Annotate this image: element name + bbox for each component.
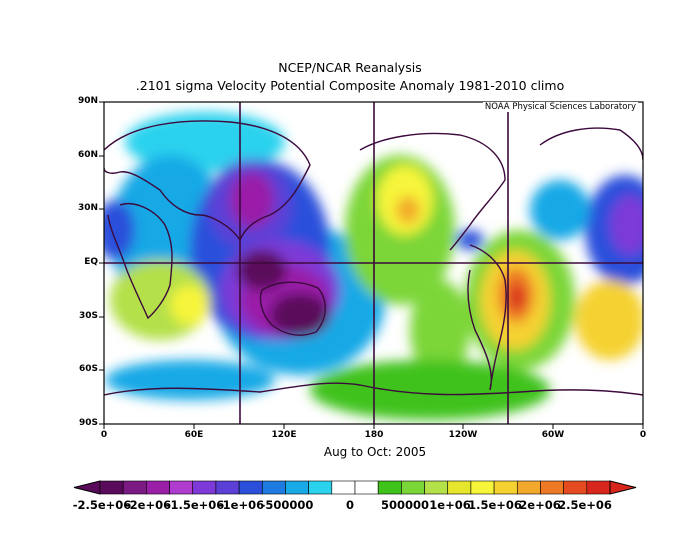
colorbar-swatch — [470, 480, 495, 495]
colorbar-tick-label: -1.5e+06 — [165, 498, 225, 512]
lat-label-30n: 30N — [77, 203, 98, 213]
colorbar-swatch — [377, 480, 402, 495]
colorbar-tick-label: -2e+06 — [124, 498, 172, 512]
colorbar-arrow-high — [609, 480, 637, 495]
lon-label-0: 0 — [100, 430, 108, 440]
colorbar-swatch — [493, 480, 518, 495]
lon-label-60e: 60E — [184, 430, 204, 440]
colorbar-tick-label: 1.5e+06 — [468, 498, 522, 512]
colorbar-swatch — [99, 480, 124, 495]
chart-title: NCEP/NCAR Reanalysis — [278, 60, 422, 75]
period-label: Aug to Oct: 2005 — [323, 445, 427, 459]
colorbar-swatch — [146, 480, 170, 495]
lon-label-180: 180 — [364, 430, 384, 440]
colorbar-tick-label: 1e+06 — [429, 498, 471, 512]
colorbar-swatch — [354, 480, 379, 495]
colorbar-arrow-low — [73, 480, 101, 495]
lat-label-eq: EQ — [84, 257, 98, 267]
colorbar-swatch — [424, 480, 449, 495]
colorbar-swatch — [122, 480, 147, 495]
axis-ticks — [99, 101, 644, 429]
anomaly-field — [104, 112, 643, 420]
colorbar-swatch — [238, 480, 263, 495]
colorbar-swatch — [540, 480, 564, 495]
colorbar-swatch — [401, 480, 425, 495]
colorbar-tick-label: 2.5e+06 — [558, 498, 612, 512]
colorbar-tick-label: 500000 — [380, 498, 429, 512]
colorbar-tick-label: -2.5e+06 — [72, 498, 132, 512]
colorbar-swatch — [331, 480, 356, 495]
lon-label-120e: 120E — [271, 430, 297, 440]
colorbar-swatch — [308, 480, 333, 495]
colorbar-swatch — [261, 480, 286, 495]
colorbar-tick-label: -500000 — [260, 498, 314, 512]
coastlines — [104, 120, 643, 396]
colorbar-swatch — [447, 480, 472, 495]
lat-label-60s: 60S — [78, 364, 98, 374]
colorbar-swatch — [586, 480, 611, 495]
lat-label-90n: 90N — [77, 96, 98, 106]
lat-label-30s: 30S — [78, 311, 98, 321]
colorbar-swatch — [215, 480, 240, 495]
colorbar-swatch — [516, 480, 541, 495]
credit-label: NOAA Physical Sciences Laboratory — [482, 102, 638, 112]
colorbar-swatch — [192, 480, 217, 495]
colorbar-tick-label: 2e+06 — [519, 498, 561, 512]
colorbar-swatch — [169, 480, 194, 495]
lon-label-120w: 120W — [448, 430, 478, 440]
colorbar-swatch — [563, 480, 588, 495]
lat-label-90s: 90S — [78, 418, 98, 428]
lon-label-60w: 60W — [541, 430, 565, 440]
colorbar-tick-label: 0 — [345, 498, 354, 512]
colorbar-tick-label: -1e+06 — [217, 498, 265, 512]
lat-label-60n: 60N — [77, 150, 98, 160]
lon-label-0-east: 0 — [639, 430, 647, 440]
chart-subtitle: .2101 sigma Velocity Potential Composite… — [135, 78, 565, 93]
colorbar — [73, 480, 637, 495]
colorbar-swatch — [285, 480, 309, 495]
